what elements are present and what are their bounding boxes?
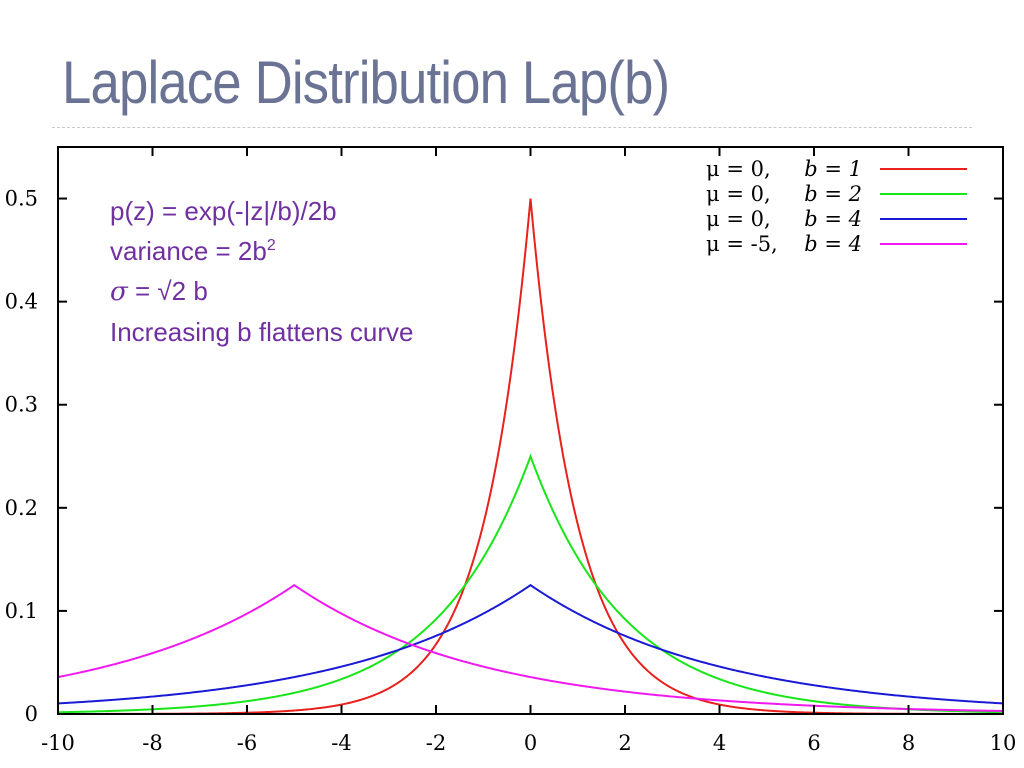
variance-superscript: 2 — [267, 237, 276, 254]
sigma-symbol: σ — [110, 277, 129, 307]
y-tick-label: 0.2 — [5, 496, 38, 520]
sigma-formula: σ = √2 b — [110, 276, 208, 307]
series-line-2 — [57, 453, 1004, 714]
y-tick-label: 0.4 — [5, 290, 38, 314]
sigma-text: = √2 b — [128, 276, 208, 306]
x-tick-label: -8 — [142, 731, 162, 755]
series-line-4 — [57, 583, 1004, 712]
y-tick-label: 0 — [25, 702, 38, 726]
x-tick-label: 10 — [990, 731, 1017, 755]
pdf-formula: p(z) = exp(-|z|/b)/2b — [110, 196, 337, 226]
title-divider — [52, 127, 972, 128]
y-tick-label: 0.3 — [5, 393, 38, 417]
annotations: p(z) = exp(-|z|/b)/2b variance = 2b2 σ =… — [110, 196, 414, 347]
x-tick-label: 8 — [902, 731, 915, 755]
flatten-note: Increasing b flattens curve — [110, 317, 414, 347]
legend-label-3: μ = 0, b = 4 — [706, 207, 862, 231]
variance-text: variance = 2b — [110, 236, 267, 266]
legend: μ = 0, b = 1μ = 0, b = 2μ = 0, b = 4μ = … — [706, 157, 967, 256]
series-line-3 — [57, 583, 1004, 705]
x-tick-label: -10 — [41, 731, 75, 755]
x-tick-label: -2 — [426, 731, 446, 755]
variance-formula: variance = 2b2 — [110, 236, 276, 266]
legend-label-1: μ = 0, b = 1 — [706, 157, 862, 181]
x-tick-label: -4 — [331, 731, 351, 755]
x-tick-label: 0 — [524, 731, 537, 755]
legend-label-4: μ = -5, b = 4 — [706, 232, 862, 256]
x-tick-label: 4 — [713, 731, 726, 755]
y-tick-label: 0.5 — [5, 187, 38, 211]
slide-title: Laplace Distribution Lap(b) — [62, 49, 670, 116]
axis-ticks: -10 -8 -6 -4 -2 0 2 4 6 8 10 0 0.1 0.2 0.3 0.4 0.5 — [5, 147, 1017, 755]
x-tick-label: -6 — [237, 731, 257, 755]
legend-label-2: μ = 0, b = 2 — [706, 182, 862, 206]
y-tick-label: 0.1 — [5, 599, 38, 623]
x-tick-label: 2 — [618, 731, 631, 755]
x-tick-label: 6 — [807, 731, 820, 755]
